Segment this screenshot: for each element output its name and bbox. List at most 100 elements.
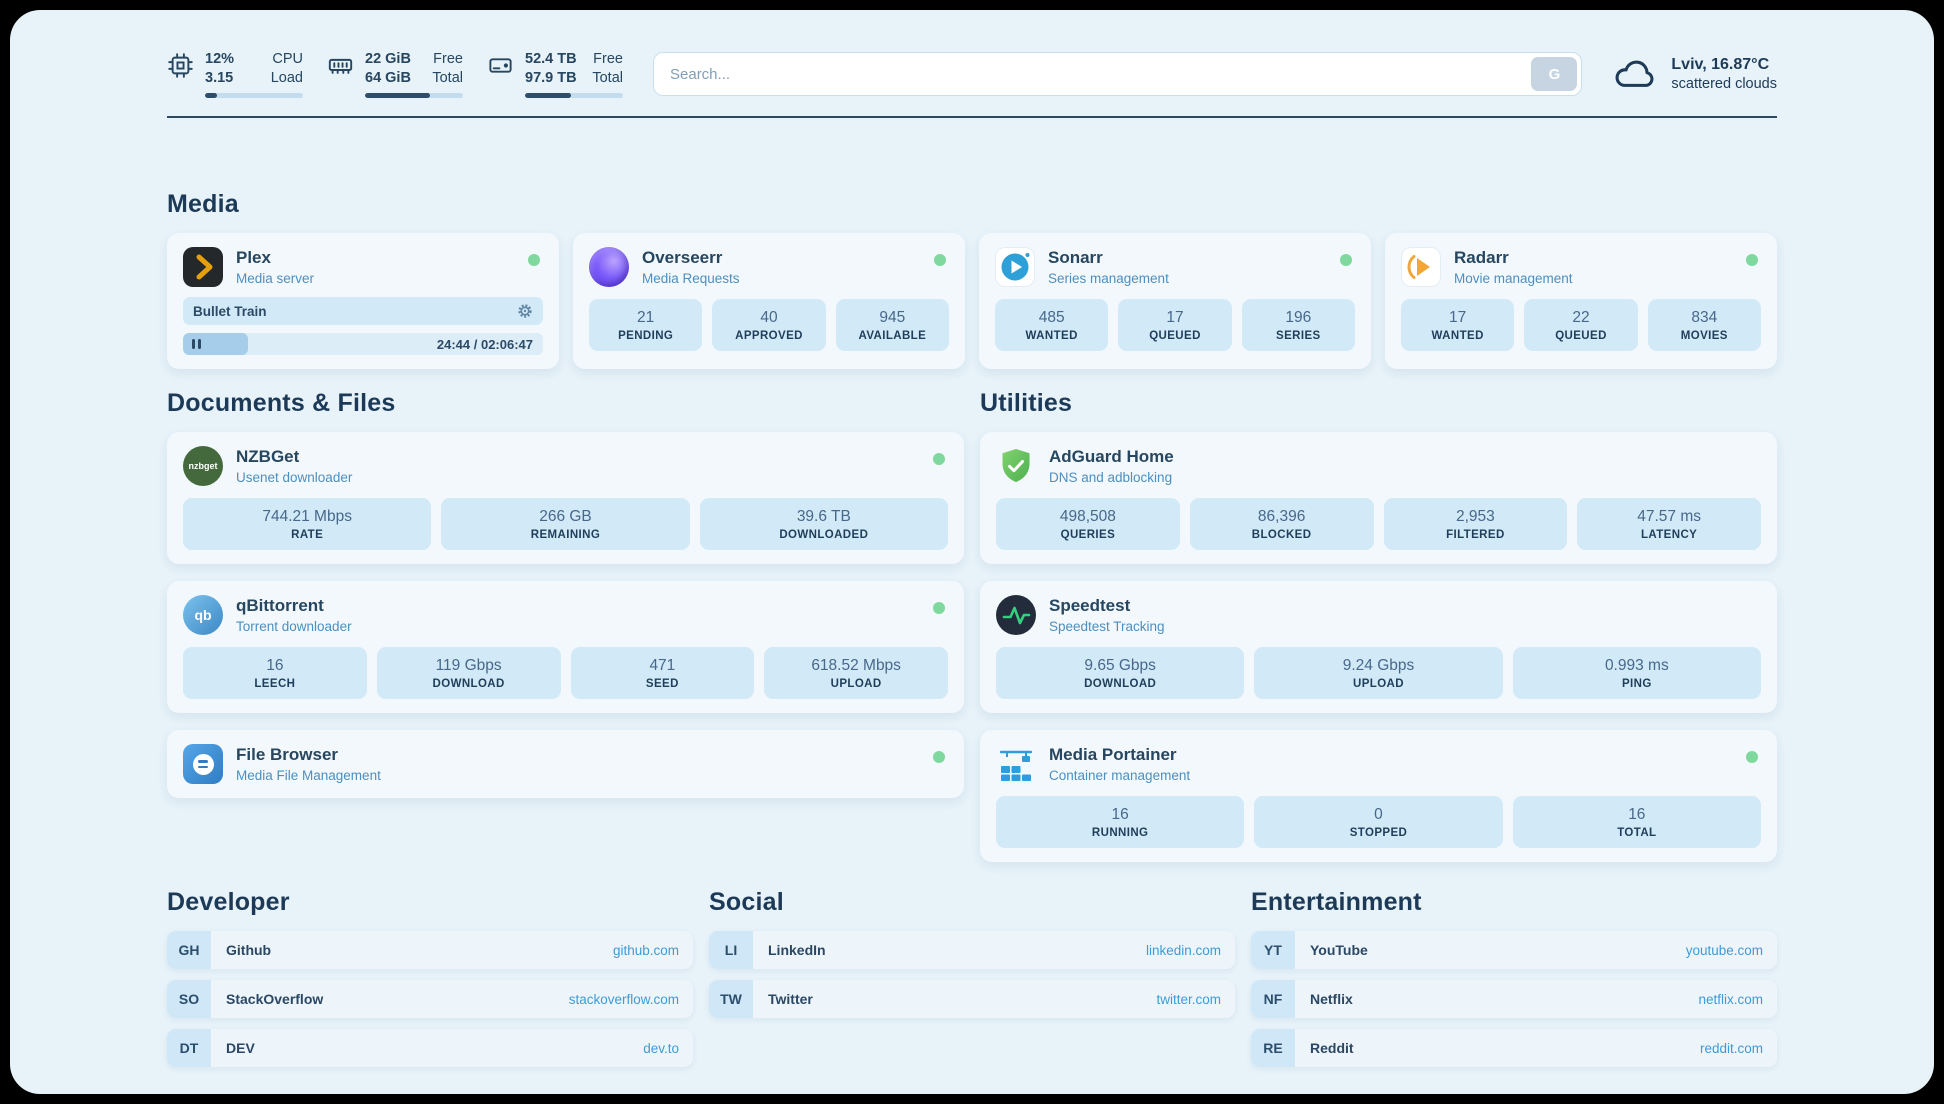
disk-icon bbox=[487, 52, 514, 79]
bookmark-name: Github bbox=[226, 942, 272, 959]
overseerr-icon bbox=[589, 247, 629, 288]
bookmark-name: Reddit bbox=[1310, 1040, 1354, 1057]
service-card-radarr[interactable]: Radarr Movie management 17 WANTED 22 QUEUE… bbox=[1385, 233, 1777, 370]
stat-box: 17 WANTED bbox=[1401, 299, 1515, 352]
bookmark-twitter[interactable]: TW Twitter twitter.com bbox=[709, 980, 1235, 1019]
gear-icon[interactable] bbox=[517, 303, 533, 319]
service-card-sonarr[interactable]: Sonarr Series management 485 WANTED 17 QUE… bbox=[979, 233, 1371, 370]
pause-icon[interactable] bbox=[192, 339, 195, 350]
cpu-load-label: Load bbox=[270, 70, 303, 87]
search-engine-button[interactable]: G bbox=[1531, 57, 1578, 92]
stat-label: DOWNLOAD bbox=[1084, 677, 1157, 690]
service-card-plex[interactable]: Plex Media server Bullet Train bbox=[167, 233, 559, 370]
bookmark-url[interactable]: stackoverflow.com bbox=[568, 991, 679, 1007]
status-dot bbox=[1340, 254, 1352, 267]
stat-value: 498,508 bbox=[1059, 507, 1116, 525]
stat-label: BLOCKED bbox=[1251, 528, 1312, 541]
search-input[interactable] bbox=[653, 52, 1583, 97]
status-dot bbox=[933, 751, 945, 764]
bookmarks-entertainment: Entertainment YT YouTube youtube.com NF … bbox=[1251, 888, 1777, 1078]
service-subtitle: Media Requests bbox=[642, 271, 740, 287]
qbittorrent-icon: qb bbox=[183, 595, 223, 636]
stat-label: RATE bbox=[291, 528, 324, 541]
stat-value: 22 bbox=[1572, 308, 1590, 326]
stat-label: PING bbox=[1621, 677, 1652, 690]
stat-box: 21 PENDING bbox=[589, 299, 703, 352]
service-card-nzbget[interactable]: nzbget NZBGet Usenet downloader 744.21 M… bbox=[167, 432, 964, 565]
bookmark-url[interactable]: twitter.com bbox=[1156, 991, 1221, 1007]
stat-label: LATENCY bbox=[1640, 528, 1698, 541]
weather-widget: Lviv, 16.87°C scattered clouds bbox=[1612, 55, 1777, 93]
cpu-label: CPU bbox=[272, 51, 303, 67]
stat-value: 47.57 ms bbox=[1637, 507, 1701, 525]
bookmark-dev[interactable]: DT DEV dev.to bbox=[167, 1029, 693, 1068]
cpu-load: 3.15 bbox=[205, 70, 234, 87]
stat-value: 471 bbox=[649, 656, 676, 674]
search-bar: G bbox=[653, 52, 1583, 97]
service-subtitle: Speedtest Tracking bbox=[1049, 619, 1165, 635]
bookmark-linkedin[interactable]: LI LinkedIn linkedin.com bbox=[709, 931, 1235, 970]
bookmark-icon: LI bbox=[709, 931, 753, 970]
stat-box: 16 RUNNING bbox=[996, 796, 1245, 849]
bookmark-url[interactable]: github.com bbox=[612, 942, 679, 958]
stat-label: MOVIES bbox=[1680, 329, 1728, 342]
stat-box: 498,508 QUERIES bbox=[996, 498, 1180, 551]
storage-free: 52.4 TB bbox=[525, 51, 577, 67]
bookmark-url[interactable]: youtube.com bbox=[1685, 942, 1763, 958]
section-media: Media Plex Media server bbox=[167, 190, 1777, 370]
stat-label: RUNNING bbox=[1091, 826, 1149, 839]
stat-box: 17 QUEUED bbox=[1118, 299, 1232, 352]
service-name: Plex bbox=[236, 248, 271, 268]
stat-label: TOTAL bbox=[1617, 826, 1657, 839]
stat-value: 17 bbox=[1166, 308, 1184, 326]
bookmark-name: LinkedIn bbox=[768, 942, 826, 959]
plex-icon bbox=[183, 247, 223, 288]
stat-value: 39.6 TB bbox=[796, 507, 851, 525]
service-card-speedtest[interactable]: Speedtest Speedtest Tracking 9.65 Gbps DO… bbox=[980, 581, 1777, 714]
cpu-chip-icon bbox=[167, 52, 194, 79]
service-subtitle: DNS and adblocking bbox=[1049, 470, 1173, 486]
cpu-widget: 12% CPU 3.15 Load bbox=[167, 50, 303, 99]
service-subtitle: Usenet downloader bbox=[236, 470, 353, 486]
storage-total: 97.9 TB bbox=[525, 70, 577, 87]
pause-icon[interactable] bbox=[198, 339, 201, 350]
bookmark-url[interactable]: reddit.com bbox=[1699, 1040, 1763, 1056]
bookmark-icon: DT bbox=[167, 1029, 211, 1068]
bookmark-url[interactable]: linkedin.com bbox=[1145, 942, 1221, 958]
service-card-adguard[interactable]: AdGuard Home DNS and adblocking 498,508 Q… bbox=[980, 432, 1777, 565]
radarr-icon bbox=[1401, 247, 1441, 288]
playback-progress-bar[interactable]: 24:44 / 02:06:47 bbox=[183, 333, 543, 356]
portainer-crane-icon bbox=[996, 744, 1036, 784]
bookmarks-social: Social LI LinkedIn linkedin.com TW Twitt… bbox=[709, 888, 1235, 1078]
service-subtitle: Torrent downloader bbox=[236, 619, 352, 635]
stat-value: 2,953 bbox=[1455, 507, 1495, 525]
bookmark-github[interactable]: GH Github github.com bbox=[167, 931, 693, 970]
stat-box: 744.21 Mbps RATE bbox=[183, 498, 432, 551]
service-name: Speedtest bbox=[1049, 596, 1131, 616]
stat-label: UPLOAD bbox=[830, 677, 882, 690]
bookmark-icon: RE bbox=[1251, 1029, 1295, 1068]
bookmark-youtube[interactable]: YT YouTube youtube.com bbox=[1251, 931, 1777, 970]
stat-value: 0 bbox=[1374, 805, 1383, 823]
stat-label: UPLOAD bbox=[1353, 677, 1404, 690]
bookmark-stackoverflow[interactable]: SO StackOverflow stackoverflow.com bbox=[167, 980, 693, 1019]
stat-value: 21 bbox=[637, 308, 655, 326]
service-name: File Browser bbox=[236, 745, 339, 765]
bookmark-icon: SO bbox=[167, 980, 211, 1019]
bookmark-reddit[interactable]: RE Reddit reddit.com bbox=[1251, 1029, 1777, 1068]
now-playing-row: Bullet Train bbox=[183, 297, 543, 326]
service-card-filebrowser[interactable]: File Browser Media File Management bbox=[167, 730, 964, 799]
stat-label: LEECH bbox=[254, 677, 296, 690]
nzbget-icon: nzbget bbox=[183, 446, 223, 487]
stat-box: 485 WANTED bbox=[995, 299, 1109, 352]
bookmark-name: YouTube bbox=[1310, 942, 1368, 959]
bookmark-url[interactable]: dev.to bbox=[643, 1040, 679, 1056]
playback-time: 24:44 / 02:06:47 bbox=[436, 336, 533, 352]
service-card-qbittorrent[interactable]: qb qBittorrent Torrent downloader 16 LEEC… bbox=[167, 581, 964, 714]
service-card-portainer[interactable]: Media Portainer Container management 16 R… bbox=[980, 730, 1777, 863]
service-card-overseerr[interactable]: Overseerr Media Requests 21 PENDING 40 APP… bbox=[573, 233, 965, 370]
bookmark-netflix[interactable]: NF Netflix netflix.com bbox=[1251, 980, 1777, 1019]
memory-widget: 22 GiB Free 64 GiB Total bbox=[327, 50, 463, 99]
bookmark-icon: GH bbox=[167, 931, 211, 970]
bookmark-url[interactable]: netflix.com bbox=[1698, 991, 1763, 1007]
